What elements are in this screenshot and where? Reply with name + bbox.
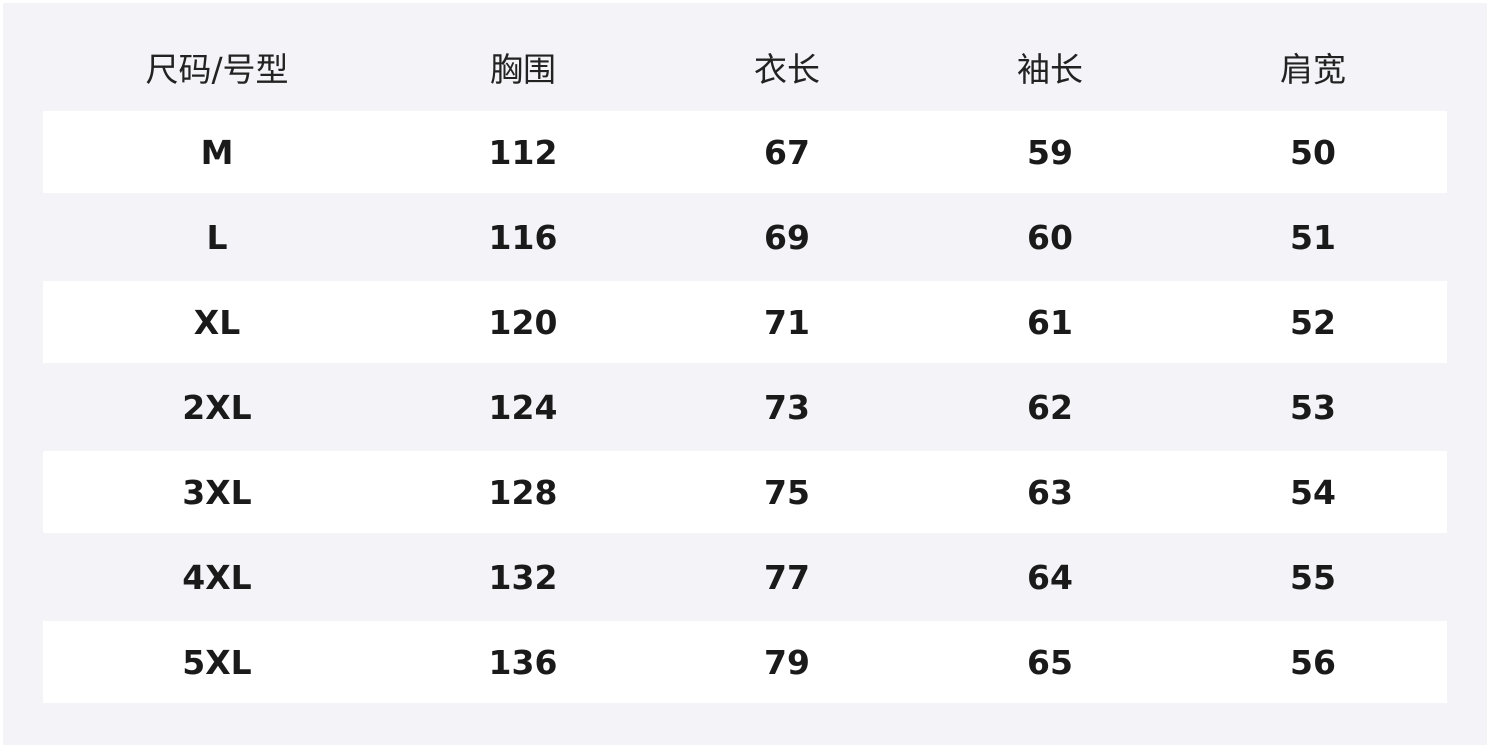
header-length: 衣长	[754, 50, 820, 89]
cell-chest: 132	[488, 557, 558, 597]
header-shoulder: 肩宽	[1280, 50, 1346, 89]
cell-sleeve: 59	[1027, 132, 1073, 172]
cell-size: L	[206, 217, 228, 257]
cell-chest: 136	[488, 642, 558, 682]
table-row: M 112 67 59 50	[43, 111, 1447, 193]
cell-sleeve: 61	[1027, 302, 1073, 342]
cell-length: 77	[764, 557, 810, 597]
cell-shoulder: 52	[1290, 302, 1336, 342]
cell-size: 5XL	[182, 642, 252, 682]
cell-shoulder: 51	[1290, 217, 1336, 257]
cell-size: XL	[193, 302, 241, 342]
cell-sleeve: 60	[1027, 217, 1073, 257]
cell-size: M	[200, 132, 234, 172]
cell-shoulder: 50	[1290, 132, 1336, 172]
size-chart: 尺码/号型 胸围 衣长 袖长 肩宽 M 112 67 59 50 L 116 69 60 51 XL 120 71…	[3, 3, 1487, 745]
cell-shoulder: 54	[1290, 472, 1336, 512]
table-row: 2XL 124 73 62 53	[43, 366, 1447, 448]
cell-shoulder: 55	[1290, 557, 1336, 597]
table-row: XL 120 71 61 52	[43, 281, 1447, 363]
header-sleeve: 袖长	[1017, 50, 1083, 89]
cell-shoulder: 56	[1290, 642, 1336, 682]
cell-sleeve: 65	[1027, 642, 1073, 682]
cell-length: 67	[764, 132, 810, 172]
cell-size: 3XL	[182, 472, 252, 512]
cell-sleeve: 64	[1027, 557, 1073, 597]
cell-chest: 120	[488, 302, 558, 342]
cell-chest: 124	[488, 387, 558, 427]
cell-length: 73	[764, 387, 810, 427]
cell-length: 75	[764, 472, 810, 512]
table-row: 3XL 128 75 63 54	[43, 451, 1447, 533]
table-row: 5XL 136 79 65 56	[43, 621, 1447, 703]
header-chest: 胸围	[490, 50, 556, 89]
cell-chest: 112	[488, 132, 558, 172]
table-row: L 116 69 60 51	[43, 196, 1447, 278]
header-size: 尺码/号型	[145, 50, 289, 89]
cell-chest: 116	[488, 217, 558, 257]
table-row: 4XL 132 77 64 55	[43, 536, 1447, 618]
cell-length: 79	[764, 642, 810, 682]
cell-size: 4XL	[182, 557, 252, 597]
cell-chest: 128	[488, 472, 558, 512]
cell-length: 69	[764, 217, 810, 257]
table-header: 尺码/号型 胸围 衣长 袖长 肩宽	[43, 26, 1447, 108]
cell-sleeve: 63	[1027, 472, 1073, 512]
cell-shoulder: 53	[1290, 387, 1336, 427]
cell-size: 2XL	[182, 387, 252, 427]
cell-length: 71	[764, 302, 810, 342]
cell-sleeve: 62	[1027, 387, 1073, 427]
